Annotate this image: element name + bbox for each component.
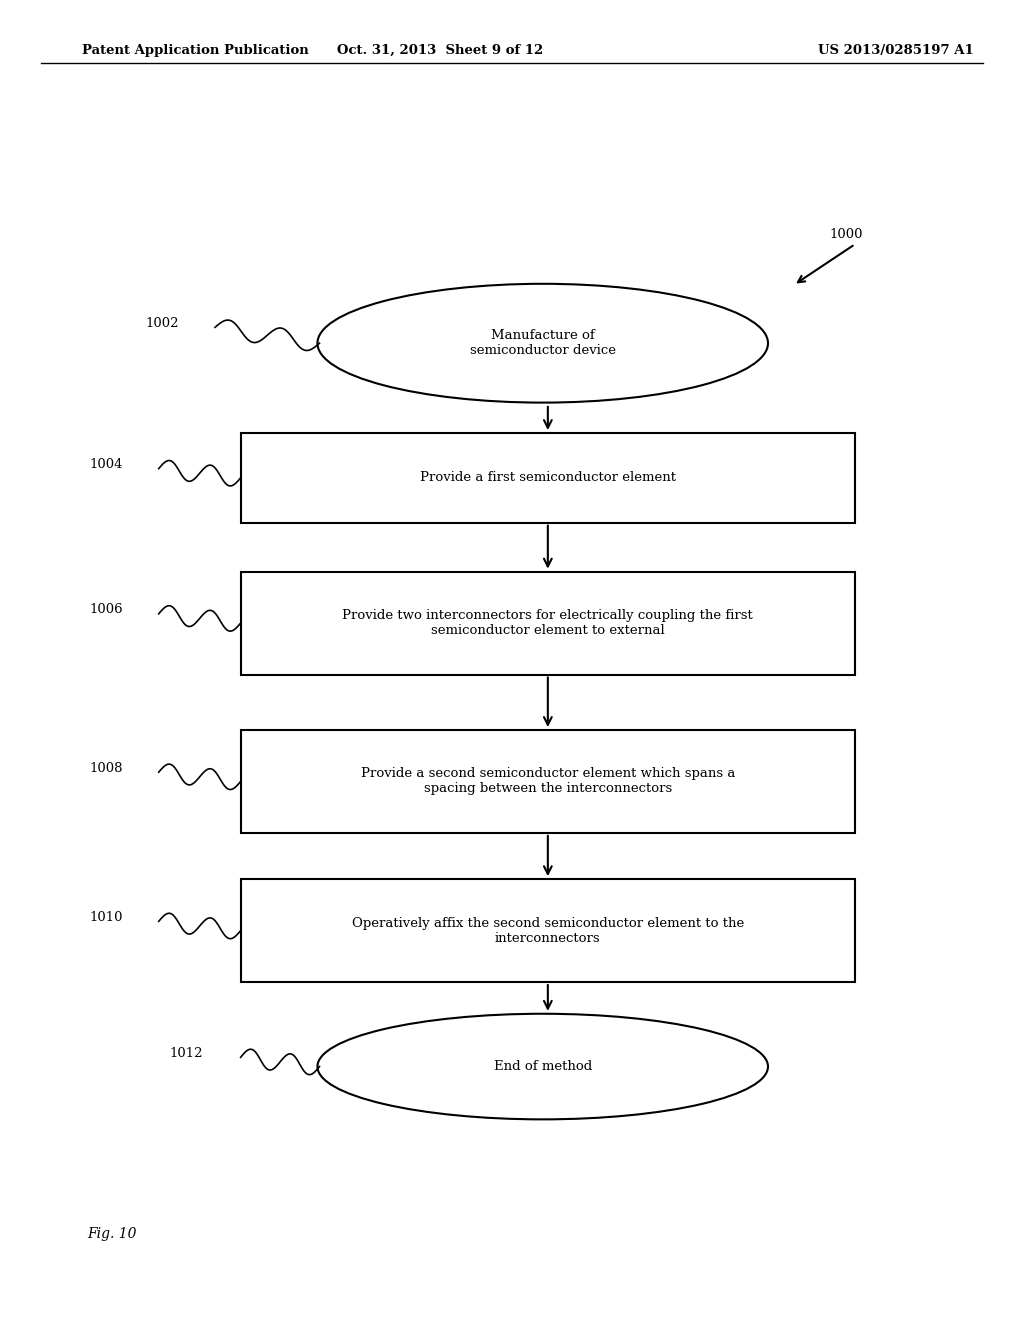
Text: 1002: 1002 [145,317,179,330]
Text: 1010: 1010 [89,911,123,924]
Text: Patent Application Publication: Patent Application Publication [82,44,308,57]
Text: Oct. 31, 2013  Sheet 9 of 12: Oct. 31, 2013 Sheet 9 of 12 [337,44,544,57]
Text: Manufacture of
semiconductor device: Manufacture of semiconductor device [470,329,615,358]
Text: Provide a second semiconductor element which spans a
spacing between the interco: Provide a second semiconductor element w… [360,767,735,796]
Text: US 2013/0285197 A1: US 2013/0285197 A1 [818,44,974,57]
Text: 1000: 1000 [829,228,863,242]
Text: Provide two interconnectors for electrically coupling the first
semiconductor el: Provide two interconnectors for electric… [342,609,754,638]
Text: Operatively affix the second semiconductor element to the
interconnectors: Operatively affix the second semiconduct… [351,916,744,945]
Text: 1012: 1012 [169,1047,203,1060]
Text: 1008: 1008 [89,762,123,775]
Text: 1006: 1006 [89,603,123,616]
Text: Provide a first semiconductor element: Provide a first semiconductor element [420,471,676,484]
Text: Fig. 10: Fig. 10 [87,1228,136,1241]
Text: End of method: End of method [494,1060,592,1073]
Text: 1004: 1004 [89,458,123,471]
